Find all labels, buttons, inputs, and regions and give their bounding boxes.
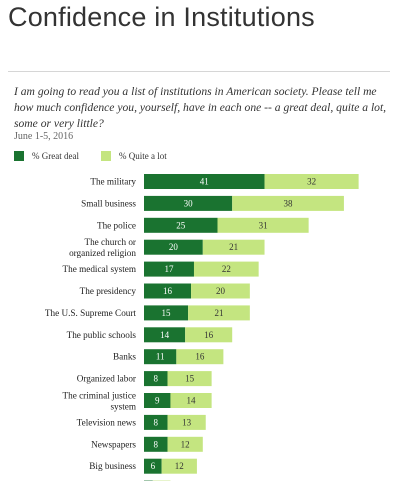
data-label-quite-a-lot: 12	[181, 439, 190, 449]
bar-quite-a-lot	[167, 414, 206, 430]
data-label-quite-a-lot: 22	[222, 264, 231, 274]
category-label: The presidency	[80, 286, 137, 296]
category-label: The church or organized religion	[69, 237, 136, 258]
category-label: The public schools	[67, 330, 137, 340]
legend-swatch-quite-a-lot	[100, 151, 111, 161]
data-label-great-deal: 25	[176, 220, 186, 230]
bar-great-deal	[144, 414, 168, 430]
bar-quite-a-lot	[170, 393, 212, 408]
data-label-quite-a-lot: 32	[307, 177, 316, 187]
data-label-quite-a-lot: 31	[259, 220, 268, 230]
data-label-great-deal: 8	[154, 374, 159, 384]
bar-quite-a-lot	[185, 327, 233, 343]
bar-great-deal	[144, 349, 177, 365]
category-label: The medical system	[63, 264, 136, 274]
bar-great-deal	[144, 261, 194, 277]
data-label-great-deal: 11	[156, 352, 165, 362]
bar-quite-a-lot	[193, 261, 259, 277]
legend-item-great-deal: % Great deal	[14, 151, 79, 161]
bar-quite-a-lot	[264, 174, 359, 189]
bar-quite-a-lot	[232, 195, 344, 211]
bar-great-deal	[144, 217, 218, 233]
bar-quite-a-lot	[217, 217, 309, 233]
data-label-quite-a-lot: 21	[229, 242, 238, 252]
data-label-great-deal: 30	[184, 198, 194, 208]
data-label-quite-a-lot: 14	[187, 396, 197, 406]
bar-quite-a-lot	[191, 283, 250, 299]
data-label-great-deal: 9	[155, 396, 160, 406]
data-label-great-deal: 17	[164, 264, 174, 274]
survey-date: June 1-5, 2016	[14, 131, 74, 142]
bar-quite-a-lot	[202, 239, 265, 255]
bar-great-deal	[144, 195, 233, 211]
bar-quite-a-lot	[188, 305, 250, 321]
legend-item-quite-a-lot: % Quite a lot	[100, 151, 167, 161]
category-label: The U.S. Supreme Court	[45, 308, 137, 318]
category-label: Newspapers	[91, 439, 136, 449]
bar-great-deal	[144, 305, 189, 321]
bar-great-deal	[144, 371, 168, 387]
legend-label-great-deal: % Great deal	[32, 151, 79, 161]
chart-legend: % Great deal % Quite a lot	[14, 150, 189, 162]
data-label-quite-a-lot: 13	[182, 417, 192, 427]
data-label-quite-a-lot: 12	[175, 461, 184, 471]
bar-great-deal	[144, 458, 162, 474]
data-label-quite-a-lot: 20	[216, 286, 226, 296]
data-label-great-deal: 8	[154, 439, 159, 449]
data-label-quite-a-lot: 16	[204, 330, 214, 340]
data-label-quite-a-lot: 15	[185, 374, 195, 384]
legend-swatch-great-deal	[14, 151, 24, 161]
bar-quite-a-lot	[167, 371, 212, 387]
bar-great-deal	[144, 436, 168, 452]
data-label-quite-a-lot: 21	[214, 308, 223, 318]
category-label: Big business	[89, 461, 136, 471]
category-label: The military	[90, 177, 136, 187]
category-label: The criminal justice system	[63, 391, 136, 412]
data-label-great-deal: 20	[169, 242, 179, 252]
data-label-great-deal: 6	[151, 461, 156, 471]
bar-great-deal	[144, 393, 171, 408]
category-label: Television news	[77, 417, 137, 427]
category-label: Banks	[113, 352, 136, 362]
data-label-great-deal: 8	[154, 417, 159, 427]
data-label-great-deal: 41	[200, 177, 209, 187]
data-label-great-deal: 15	[162, 308, 172, 318]
category-label: Small business	[81, 198, 136, 208]
bar-great-deal	[144, 327, 186, 343]
page-title: Confidence in Institutions	[8, 2, 315, 32]
data-label-great-deal: 14	[160, 330, 170, 340]
survey-question: I am going to read you a list of institu…	[14, 85, 387, 130]
data-label-quite-a-lot: 16	[195, 352, 205, 362]
legend-label-quite-a-lot: % Quite a lot	[118, 151, 167, 161]
bar-quite-a-lot	[167, 436, 203, 452]
bar-quite-a-lot	[176, 349, 224, 365]
bar-great-deal	[144, 174, 265, 189]
bar-quite-a-lot	[161, 458, 197, 474]
category-label: The police	[97, 220, 136, 230]
data-label-great-deal: 16	[163, 286, 173, 296]
bar-great-deal	[144, 283, 192, 299]
category-label: Organized labor	[77, 374, 136, 384]
title-divider	[8, 71, 390, 72]
bar-great-deal	[144, 239, 203, 255]
data-label-quite-a-lot: 38	[284, 198, 294, 208]
